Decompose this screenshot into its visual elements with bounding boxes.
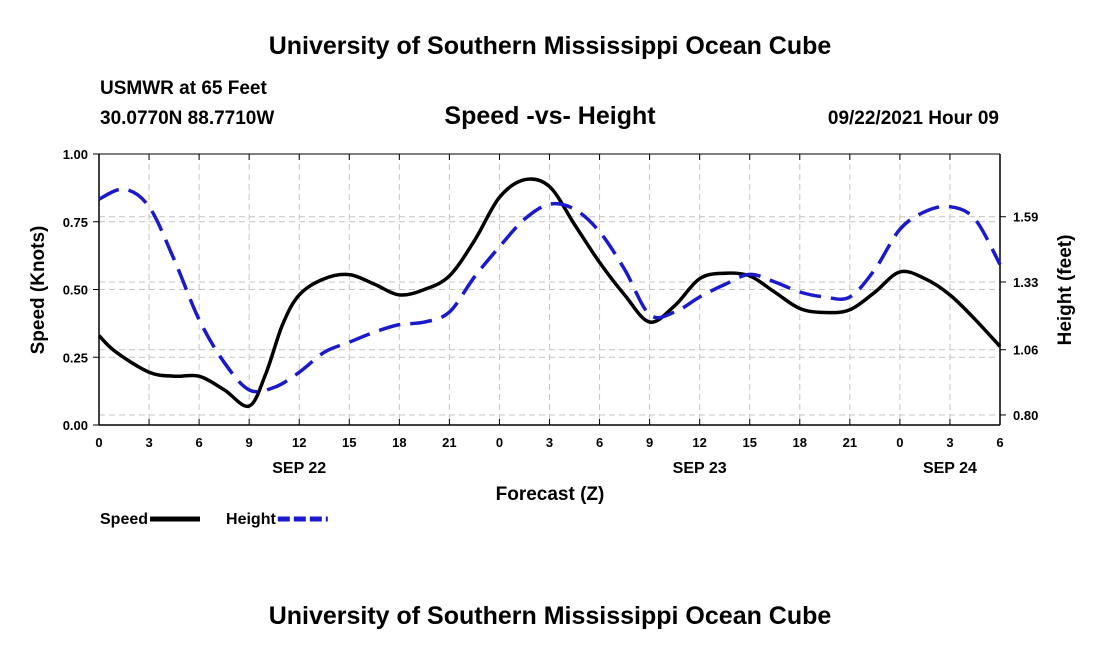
y-tick-label: 1.00 [63, 147, 88, 162]
y2-axis-label: Height (feet) [1055, 235, 1076, 346]
legend-label-speed: Speed [100, 511, 148, 528]
forecast-datetime: 09/22/2021 Hour 09 [828, 108, 999, 129]
chart-title: Speed -vs- Height [444, 102, 656, 130]
y2-tick-label: 0.80 [1013, 408, 1038, 423]
x-tick-label: 21 [843, 435, 857, 450]
series-lines [97, 177, 1002, 409]
day-label: SEP 24 [923, 460, 977, 477]
bottom-title: University of Southern Mississippi Ocean… [269, 602, 832, 630]
x-tick-label: 6 [996, 435, 1003, 450]
x-tick-label: 3 [145, 435, 152, 450]
day-label: SEP 22 [272, 460, 326, 477]
x-tick-label: 15 [342, 435, 356, 450]
y2-tick-label: 1.33 [1013, 275, 1038, 290]
x-tick-label: 6 [596, 435, 603, 450]
x-tick-label: 12 [292, 435, 306, 450]
x-tick-label: 9 [246, 435, 253, 450]
x-tick-label: 18 [392, 435, 406, 450]
y-axis-right: 0.80 1.06 1.33 1.59 [1000, 210, 1038, 423]
legend: Speed Height [100, 511, 328, 528]
day-label: SEP 23 [673, 460, 727, 477]
x-tick-label: 3 [946, 435, 953, 450]
y2-tick-label: 1.59 [1013, 210, 1038, 225]
x-tick-label: 0 [496, 435, 503, 450]
station-label: USMWR at 65 Feet [100, 78, 267, 99]
x-tick-label: 3 [546, 435, 553, 450]
y-tick-label: 0.50 [63, 283, 88, 298]
x-tick-label: 9 [646, 435, 653, 450]
x-tick-label: 21 [442, 435, 456, 450]
x-axis-label: Forecast (Z) [496, 484, 605, 505]
y-axis-label: Speed (Knots) [28, 226, 49, 355]
y2-tick-label: 1.06 [1013, 343, 1038, 358]
x-tick-label: 6 [195, 435, 202, 450]
series-line-speed [97, 177, 1002, 409]
y-axis-left: 0.00 0.25 0.50 0.75 1.00 [63, 147, 99, 433]
grid [99, 154, 1000, 425]
series-line-height [98, 187, 1002, 394]
station-coords: 30.0770N 88.7710W [100, 108, 274, 129]
y-tick-label: 0.25 [63, 350, 88, 365]
y-tick-label: 0.00 [63, 418, 88, 433]
legend-label-height: Height [226, 511, 276, 528]
top-title: University of Southern Mississippi Ocean… [269, 32, 832, 60]
x-tick-label: 18 [793, 435, 807, 450]
x-tick-label: 0 [95, 435, 102, 450]
y-tick-label: 0.75 [63, 215, 88, 230]
x-tick-label: 12 [692, 435, 706, 450]
x-tick-label: 15 [742, 435, 756, 450]
x-tick-label: 0 [896, 435, 903, 450]
x-axis: 0 3 6 9 12 15 18 21 0 3 6 9 12 15 18 21 0 3 6 SEP 22 SEP 23 S… [95, 154, 1004, 477]
